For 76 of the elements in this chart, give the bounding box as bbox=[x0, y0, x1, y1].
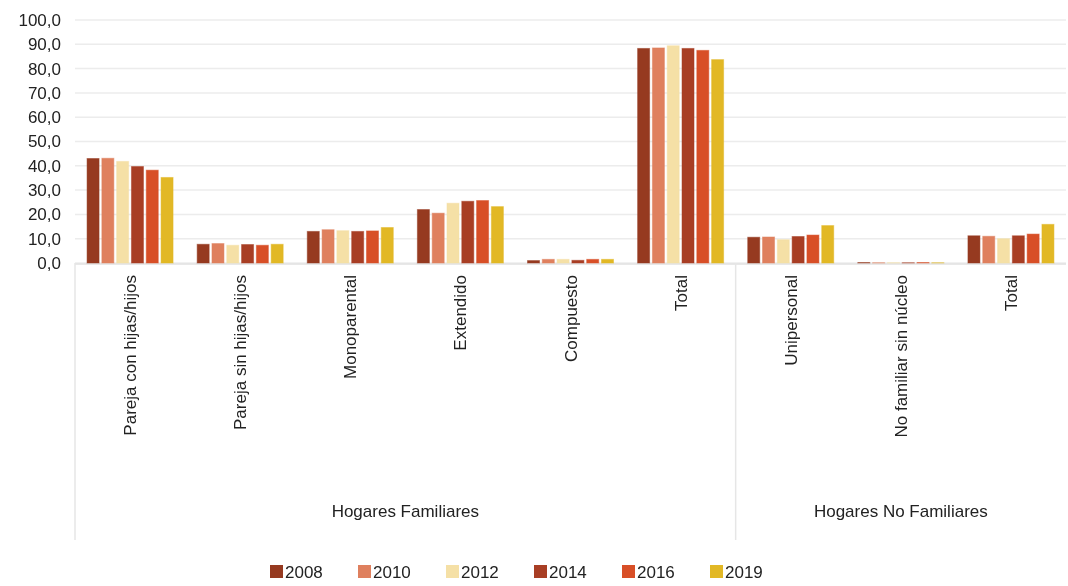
bar bbox=[762, 236, 776, 264]
bar bbox=[365, 230, 379, 264]
y-tick-label: 90,0 bbox=[27, 35, 61, 55]
bar bbox=[270, 243, 284, 264]
legend-label: 2019 bbox=[725, 563, 763, 582]
legend-label: 2008 bbox=[285, 563, 323, 582]
bar bbox=[1041, 223, 1055, 264]
bar bbox=[145, 169, 159, 264]
bar bbox=[306, 230, 320, 264]
y-tick-label: 40,0 bbox=[27, 156, 61, 176]
bar bbox=[490, 206, 504, 264]
bar bbox=[651, 47, 665, 264]
bar bbox=[255, 244, 269, 264]
bar bbox=[601, 258, 614, 264]
y-tick-label: 20,0 bbox=[27, 205, 61, 225]
bar bbox=[196, 243, 210, 264]
bar bbox=[681, 47, 695, 264]
bar bbox=[527, 260, 540, 264]
bar bbox=[967, 235, 981, 264]
bar bbox=[711, 59, 725, 264]
y-tick-label: 60,0 bbox=[27, 108, 61, 128]
y-tick-label: 80,0 bbox=[27, 59, 61, 79]
bar bbox=[806, 234, 820, 264]
bar bbox=[86, 158, 100, 264]
x-tick-label: Total bbox=[671, 275, 691, 311]
bar bbox=[776, 239, 790, 264]
bar bbox=[130, 166, 144, 264]
bar bbox=[476, 200, 490, 264]
bar bbox=[446, 202, 460, 264]
bar bbox=[416, 209, 430, 264]
x-tick-label: Pareja con hijas/hijos bbox=[121, 275, 141, 436]
bar bbox=[101, 157, 115, 264]
x-tick-label: Pareja sin hijas/hijos bbox=[231, 275, 251, 430]
bar bbox=[791, 236, 805, 264]
bar bbox=[380, 227, 394, 264]
bar bbox=[461, 200, 475, 264]
legend-label: 2016 bbox=[637, 563, 675, 582]
bar bbox=[541, 258, 555, 264]
legend-label: 2014 bbox=[549, 563, 587, 582]
bar bbox=[997, 238, 1011, 264]
bar bbox=[241, 244, 255, 264]
bar bbox=[571, 259, 585, 264]
bar bbox=[226, 244, 240, 264]
text: Hogares Familiares bbox=[331, 502, 480, 521]
bar bbox=[1011, 235, 1025, 264]
bar bbox=[821, 225, 835, 264]
bar bbox=[160, 176, 174, 264]
x-tick-label: No familiar sin núcleo bbox=[891, 275, 911, 438]
y-tick-label: 70,0 bbox=[27, 83, 61, 103]
x-tick-label: Total bbox=[1001, 275, 1021, 311]
bar bbox=[116, 160, 130, 264]
bar bbox=[666, 45, 680, 264]
x-tick-label: Monoparental bbox=[341, 275, 361, 379]
bar bbox=[586, 258, 600, 264]
y-tick-label: 10,0 bbox=[27, 229, 61, 249]
x-tick-label: Compuesto bbox=[561, 275, 581, 362]
y-tick-label: 0,0 bbox=[37, 253, 61, 273]
y-tick-label: 50,0 bbox=[27, 132, 61, 152]
bar bbox=[431, 212, 445, 264]
x-tick-label: Unipersonal bbox=[781, 275, 801, 366]
bar bbox=[1026, 233, 1040, 264]
bar bbox=[336, 230, 350, 264]
bar bbox=[211, 243, 225, 264]
text: Hogares No Familiares bbox=[813, 502, 988, 521]
bar bbox=[556, 258, 570, 264]
bar bbox=[696, 49, 710, 264]
x-tick-label: Extendido bbox=[451, 275, 471, 351]
bar bbox=[982, 235, 996, 264]
bar bbox=[321, 229, 335, 264]
legend-label: 2010 bbox=[373, 563, 411, 582]
bar bbox=[747, 236, 761, 264]
bar bbox=[351, 230, 365, 264]
bar bbox=[637, 47, 651, 264]
legend-label: 2012 bbox=[461, 563, 499, 582]
y-tick-label: 30,0 bbox=[27, 181, 61, 201]
y-tick-label: 100,0 bbox=[18, 10, 61, 30]
